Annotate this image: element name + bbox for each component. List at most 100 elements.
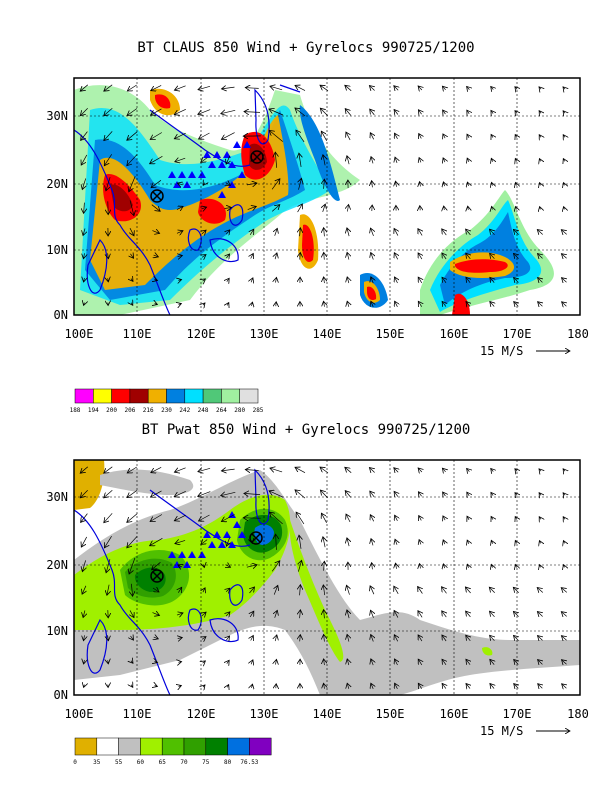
wind-vector: [371, 610, 374, 618]
wind-vector: [561, 636, 566, 641]
wind-vector: [202, 230, 206, 234]
wind-vector: [152, 588, 159, 592]
wind-vector: [394, 110, 398, 115]
wind-vector: [562, 684, 567, 688]
wind-vector: [347, 205, 348, 212]
wind-vector: [419, 540, 421, 545]
colorbar-swatch: [140, 737, 163, 756]
circled-x-icon: [150, 569, 164, 583]
wind-vector: [515, 111, 517, 114]
wind-vector: [394, 635, 397, 642]
wind-vector: [151, 85, 162, 90]
wind-vector: [226, 155, 230, 164]
wind-vector: [467, 468, 470, 471]
wind-vector: [80, 108, 88, 115]
wind-vector: [418, 229, 422, 236]
wind-vector: [442, 635, 446, 642]
wind-vector: [370, 109, 375, 116]
colorbar-tick-label: 80: [224, 759, 232, 766]
wind-vector: [271, 205, 280, 212]
wind-vector: [250, 587, 255, 594]
lon-tick-label: 170E: [503, 707, 532, 721]
wind-vector: [418, 683, 421, 688]
wind-vector: [371, 635, 374, 642]
wind-vector: [442, 253, 446, 260]
wind-vector: [491, 492, 493, 495]
lat-tick-label: 20N: [46, 558, 68, 572]
wind-vector: [467, 134, 469, 138]
wind-vector: [347, 252, 349, 260]
colorbar-tick-label: 285: [253, 407, 264, 414]
wind-vector: [84, 303, 85, 306]
wind-vector: [179, 304, 182, 305]
wind-vector: [150, 537, 163, 545]
wind-vector: [275, 635, 277, 642]
wind-vector: [127, 108, 138, 116]
wind-vector: [80, 466, 89, 473]
colorbar-tick-label: 55: [115, 759, 123, 766]
wind-vector: [152, 613, 160, 616]
wind-vector: [155, 280, 158, 281]
wind-vector: [418, 277, 422, 284]
lon-tick-label: 100E: [65, 327, 94, 341]
wind-vector: [347, 610, 349, 619]
lon-tick-label: 160E: [440, 707, 469, 721]
wind-vector: [179, 686, 182, 687]
wind-vector: [444, 206, 445, 210]
wind-vector: [108, 278, 109, 282]
wind-vector: [442, 229, 447, 236]
wind-vector: [489, 587, 495, 594]
wind-vector: [201, 158, 208, 163]
wind-vector: [370, 586, 374, 595]
wind-vector: [84, 202, 85, 214]
wind-vector: [320, 490, 328, 499]
wind-vector: [515, 541, 516, 544]
wind-vector: [443, 516, 445, 520]
wind-vector: [251, 254, 254, 259]
wind-vector: [276, 534, 277, 550]
lat-tick-label: 10N: [46, 243, 68, 257]
wind-vector: [104, 154, 112, 165]
colorbar-tick-label: 70: [180, 759, 188, 766]
wind-vector: [537, 588, 544, 593]
wind-vector: [346, 514, 350, 523]
wind-vector: [466, 277, 470, 282]
wind-vector: [81, 131, 88, 141]
wind-vector: [300, 253, 301, 260]
wind-vector: [466, 611, 471, 618]
wind-vector: [106, 559, 110, 573]
wind-vector: [371, 277, 373, 284]
wind-vector: [82, 560, 85, 571]
wind-vector: [394, 586, 398, 594]
wind-vector: [270, 86, 283, 90]
top-gridlines: [74, 78, 580, 315]
wind-vector: [324, 561, 325, 571]
wind-vector: [108, 253, 109, 258]
wind-vector: [563, 541, 564, 544]
wind-vector: [250, 229, 254, 235]
wind-vector: [324, 277, 325, 284]
wind-vector: [104, 466, 113, 473]
wind-vector: [514, 684, 519, 689]
wind-vector: [466, 253, 471, 260]
wind-vector: [83, 228, 85, 236]
top-triangle-markers: [168, 141, 251, 198]
wind-vector: [514, 278, 519, 283]
wind-vector: [323, 204, 326, 213]
colorbar-swatch: [221, 388, 240, 404]
wind-vector: [155, 304, 158, 305]
wind-vector: [150, 132, 162, 140]
wind-vector: [562, 302, 567, 306]
colorbar-swatch: [239, 388, 259, 404]
wind-vector: [564, 207, 565, 210]
colorbar-swatch: [249, 737, 272, 756]
colorbar-swatch: [227, 737, 250, 756]
wind-vector: [104, 536, 112, 548]
wind-vector: [203, 279, 206, 281]
wind-vector: [394, 610, 398, 618]
wind-vector: [81, 154, 88, 165]
wind-vector: [347, 538, 349, 547]
wind-vector: [418, 492, 421, 496]
wind-vector: [371, 157, 373, 164]
wind-vector: [175, 540, 186, 543]
